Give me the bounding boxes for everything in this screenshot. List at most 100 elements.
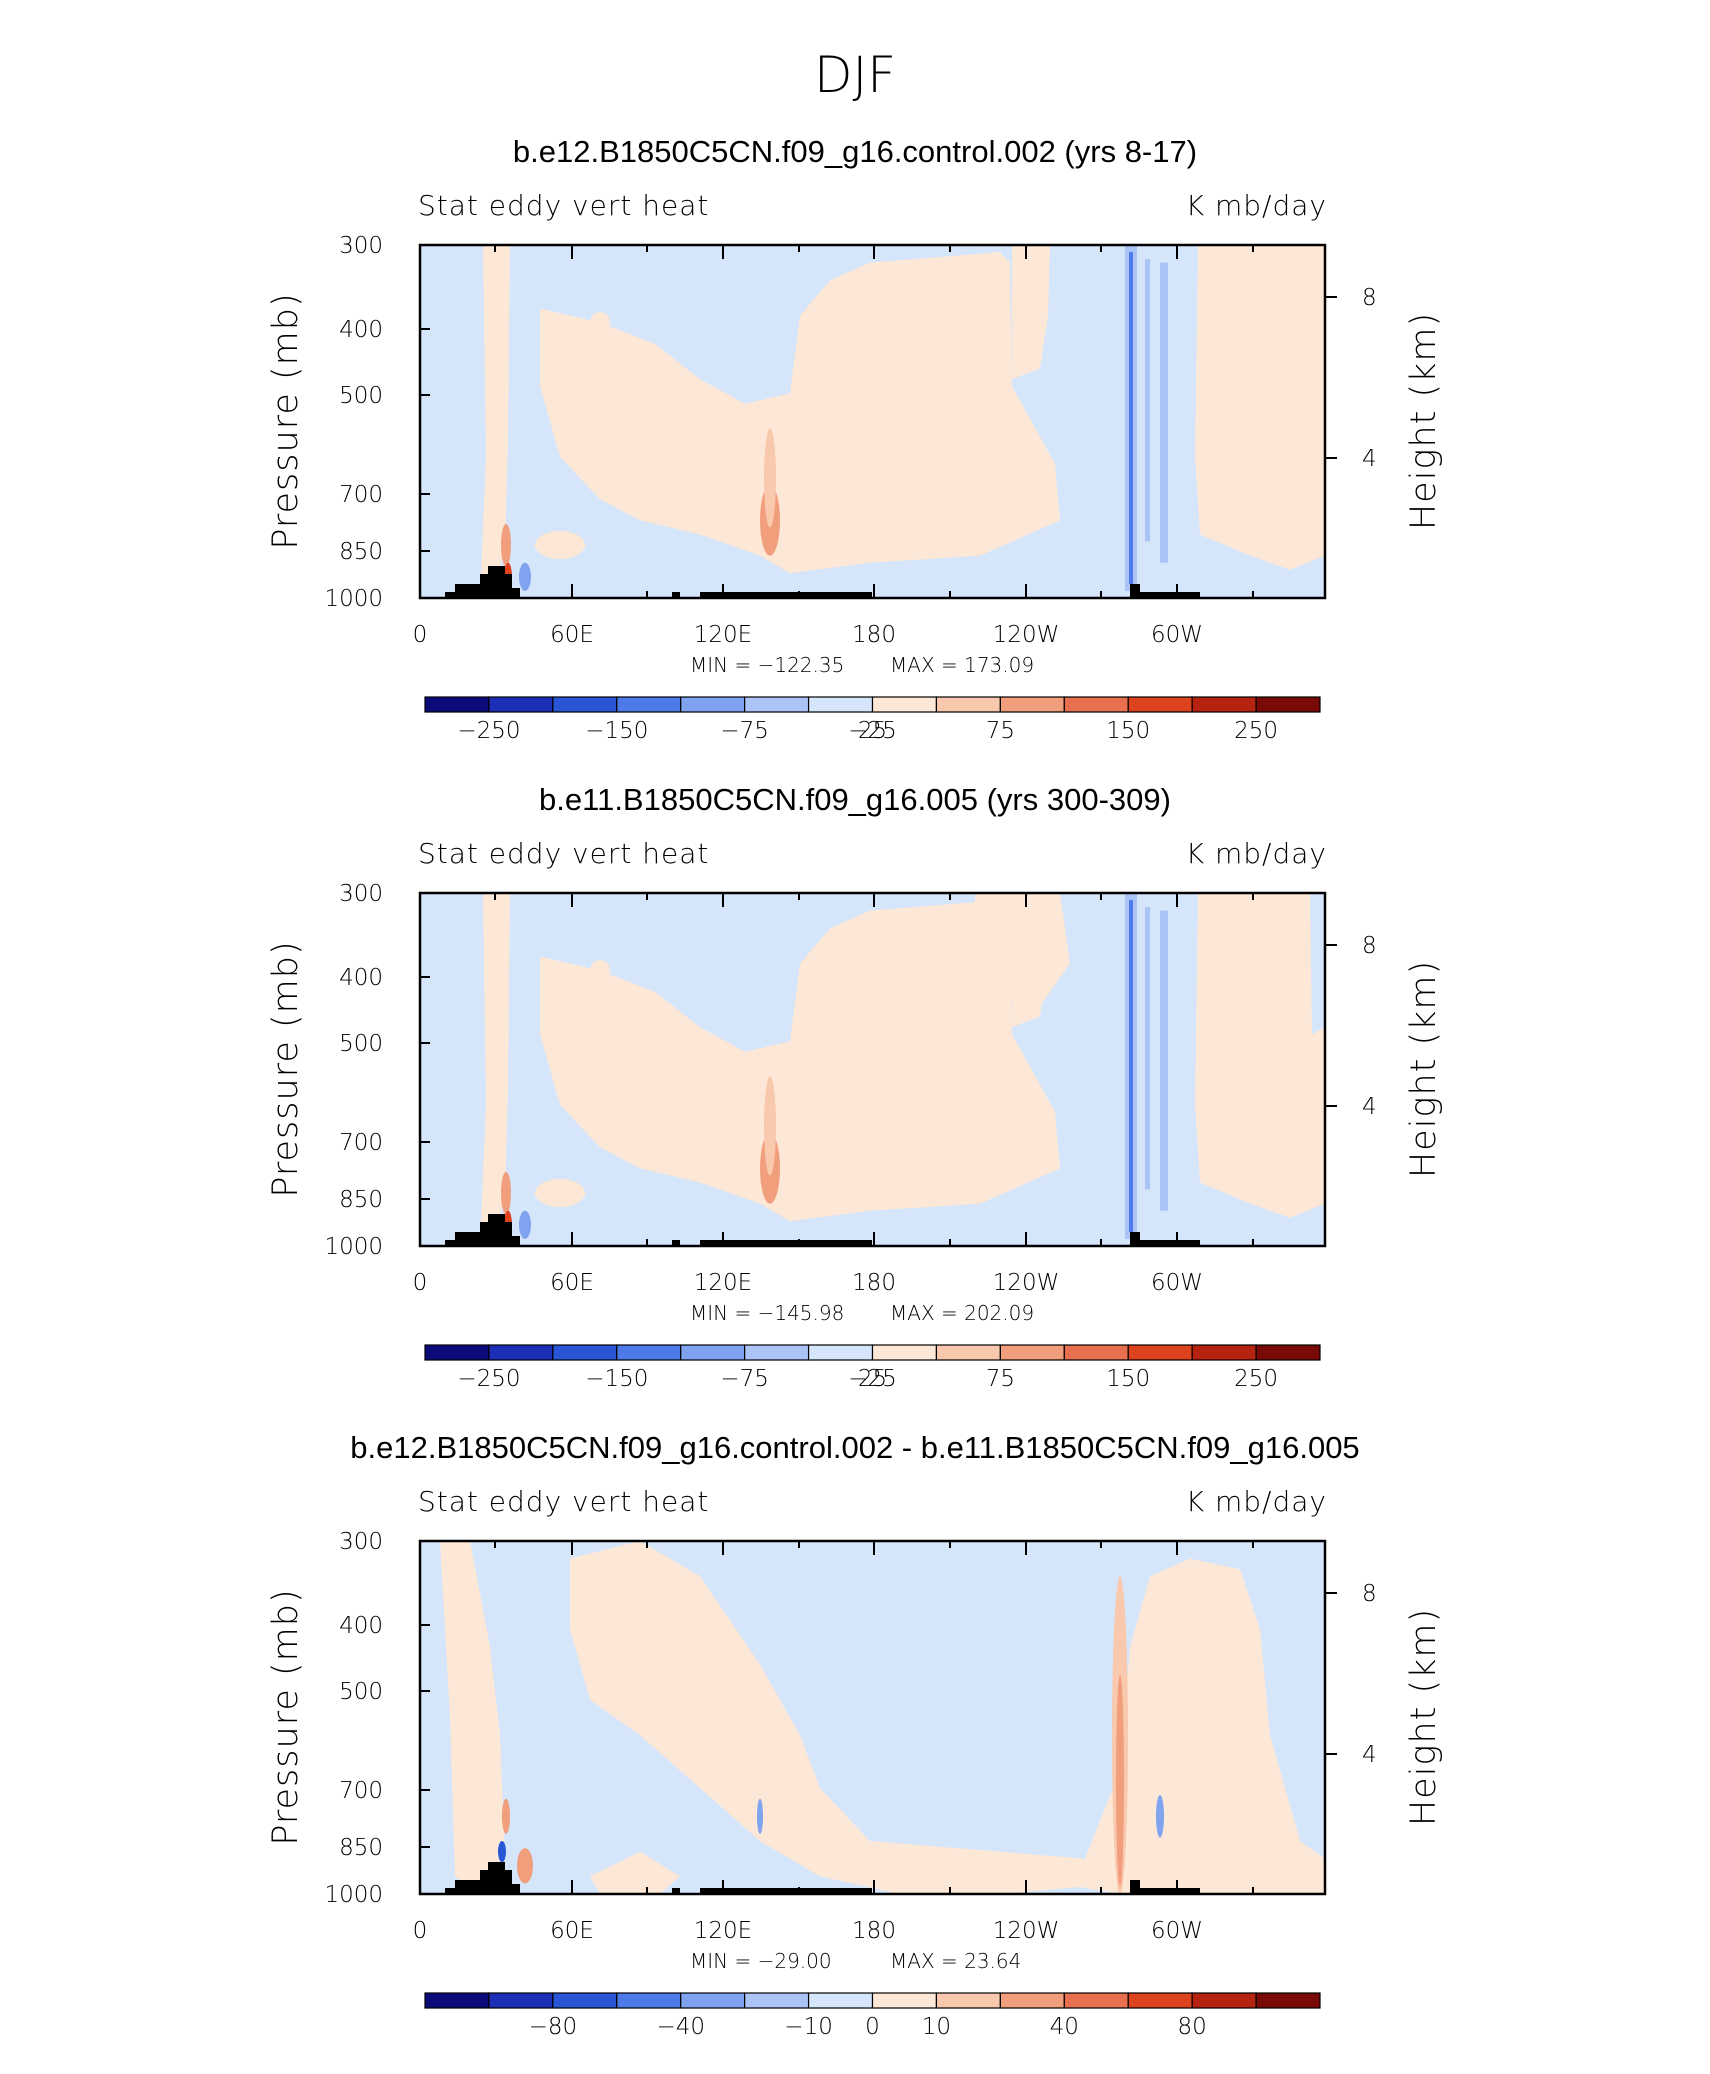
colorbar-swatch — [807, 1992, 874, 2009]
contour-region — [590, 1851, 680, 1894]
land-mask — [1130, 584, 1140, 598]
x-tick-label: 120E — [694, 622, 752, 648]
panel-title: b.e12.B1850C5CN.f09_g16.control.002 (yrs… — [513, 134, 1197, 169]
right-string: K mb/day — [1186, 189, 1327, 222]
contour-region — [764, 1076, 776, 1176]
contour-region — [590, 312, 610, 334]
y-tick-label: 500 — [339, 1031, 383, 1057]
contour-region — [501, 1171, 511, 1215]
colorbar-swatch — [935, 1344, 1001, 1361]
land-mask — [1140, 1240, 1200, 1246]
y-right-axis-label: Height (km) — [1404, 960, 1444, 1178]
land-mask — [445, 1888, 455, 1894]
colorbar-swatch — [807, 696, 874, 713]
land-mask — [672, 1240, 680, 1246]
max-label: MAX = 23.64 — [890, 1949, 1021, 1973]
land-mask — [700, 592, 725, 598]
contour-region — [540, 900, 1060, 1222]
colorbar-swatch — [1191, 1992, 1257, 2009]
plot-frame — [418, 1539, 1327, 1896]
panel-2: b.e11.B1850C5CN.f09_g16.005 (yrs 300-309… — [266, 782, 1444, 1392]
contour-region — [480, 893, 510, 1246]
colorbar-label: −80 — [529, 2014, 578, 2040]
colorbar-swatch — [1127, 696, 1193, 713]
min-label: MIN = −122.35 — [690, 653, 844, 677]
y-axis-label: Pressure (mb) — [266, 1588, 306, 1845]
colorbar-label: −250 — [457, 1366, 520, 1392]
land-mask — [505, 1222, 512, 1246]
y-axis-label: Pressure (mb) — [266, 940, 306, 1197]
colorbar-label: 80 — [1178, 2014, 1207, 2040]
left-string: Stat eddy vert heat — [418, 837, 709, 870]
colorbar-swatch — [1191, 696, 1257, 713]
colorbar-swatch — [1127, 1992, 1193, 2009]
colorbar-swatch — [1063, 1344, 1129, 1361]
x-tick-label: 120W — [993, 1918, 1060, 1944]
colorbar-label: 75 — [986, 718, 1015, 744]
colorbar-swatch — [935, 696, 1001, 713]
land-mask — [672, 592, 680, 598]
colorbar-swatch — [424, 1992, 490, 2009]
contour-region — [1129, 252, 1133, 584]
colorbar-label: −150 — [585, 718, 648, 744]
y-right-tick-label: 4 — [1362, 1742, 1377, 1768]
colorbar-label: 25 — [858, 1366, 887, 1392]
land-mask — [445, 1240, 455, 1246]
colorbar-label: −40 — [656, 2014, 705, 2040]
colorbar-swatch — [680, 1344, 746, 1361]
colorbar-swatch — [680, 1992, 746, 2009]
colorbar-label: 0 — [865, 2014, 880, 2040]
contour-region — [1160, 910, 1168, 1211]
colorbar-label: 150 — [1106, 718, 1150, 744]
colorbar-swatch — [488, 696, 554, 713]
land-mask — [1130, 1880, 1140, 1894]
land-mask — [512, 1236, 520, 1246]
colorbar-label: −250 — [457, 718, 520, 744]
land-mask — [672, 1888, 680, 1894]
x-tick-label: 60W — [1151, 1270, 1203, 1296]
contour-region — [501, 523, 511, 567]
y-tick-label: 700 — [339, 1130, 383, 1156]
land-mask — [512, 588, 520, 598]
colorbar-swatch — [999, 1992, 1065, 2009]
colorbar-swatch — [1255, 1344, 1321, 1361]
colorbar-label: −25 — [848, 718, 897, 744]
contour-region — [1310, 893, 1325, 1035]
contour-region — [519, 562, 531, 591]
min-label: MIN = −29.00 — [690, 1949, 832, 1973]
land-mask — [455, 1880, 480, 1894]
land-mask — [480, 1870, 488, 1894]
x-tick-label: 60W — [1151, 622, 1203, 648]
panel-title: b.e12.B1850C5CN.f09_g16.control.002 - b.… — [350, 1430, 1359, 1465]
left-string: Stat eddy vert heat — [418, 1485, 709, 1518]
figure-title: DJF — [814, 46, 896, 104]
colorbar-swatch — [1063, 696, 1129, 713]
colorbar-swatch — [616, 1992, 682, 2009]
x-tick-label: 60E — [550, 1918, 594, 1944]
colorbar-swatch — [871, 1344, 938, 1361]
colorbar-swatch — [1063, 1992, 1129, 2009]
colorbar-swatch — [871, 1992, 938, 2009]
y-tick-label: 700 — [339, 482, 383, 508]
contour-region — [1129, 900, 1133, 1232]
x-tick-label: 180 — [852, 622, 896, 648]
colorbar-swatch — [680, 696, 746, 713]
land-mask — [700, 1240, 725, 1246]
colorbar-label: 150 — [1106, 1366, 1150, 1392]
plot-frame — [418, 891, 1327, 1248]
colorbar-swatch — [488, 1992, 554, 2009]
colorbar-swatch — [999, 1344, 1065, 1361]
colorbar-label: 250 — [1234, 1366, 1278, 1392]
land-mask — [700, 1888, 725, 1894]
contour-region — [590, 960, 610, 982]
colorbar-swatch — [807, 1344, 874, 1361]
colorbar-swatch — [1255, 1992, 1321, 2009]
colorbar-label: −150 — [585, 1366, 648, 1392]
colorbar-swatch — [552, 1992, 618, 2009]
colorbar-label: 10 — [922, 2014, 951, 2040]
x-tick-label: 120W — [993, 622, 1060, 648]
panel-3: b.e12.B1850C5CN.f09_g16.control.002 - b.… — [266, 1430, 1444, 2040]
x-tick-label: 180 — [852, 1918, 896, 1944]
left-string: Stat eddy vert heat — [418, 189, 709, 222]
colorbar-label: −25 — [848, 1366, 897, 1392]
